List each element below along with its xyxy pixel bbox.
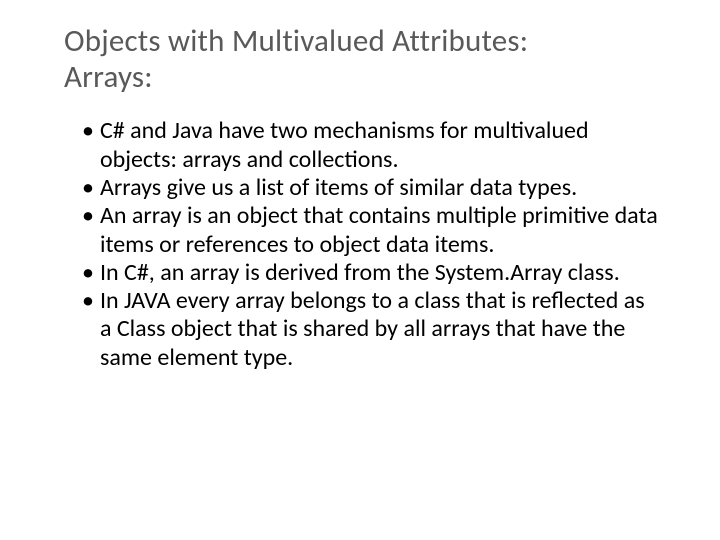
bullet-dot-icon: • — [82, 202, 94, 230]
bullet-dot-icon: • — [82, 259, 94, 287]
bullet-item: •C# and Java have two mechanisms for mul… — [82, 117, 658, 174]
bullet-text: In C#, an array is derived from the Syst… — [100, 259, 658, 287]
bullet-item: •Arrays give us a list of items of simil… — [82, 174, 658, 202]
bullet-item: •An array is an object that contains mul… — [82, 202, 658, 259]
bullet-item: •In C#, an array is derived from the Sys… — [82, 259, 658, 287]
bullet-text: In JAVA every array belongs to a class t… — [100, 287, 658, 372]
title-line-1: Objects with Multivalued Attributes: — [64, 22, 528, 60]
bullet-item: •In JAVA every array belongs to a class … — [82, 287, 658, 372]
bullet-dot-icon: • — [82, 117, 94, 145]
bullet-list: •C# and Java have two mechanisms for mul… — [82, 117, 658, 372]
bullet-dot-icon: • — [82, 287, 94, 315]
title-line-2: Arrays: — [64, 58, 153, 96]
bullet-text: Arrays give us a list of items of simila… — [100, 174, 658, 202]
slide-title: Objects with Multivalued Attributes: Arr… — [64, 24, 666, 95]
bullet-text: C# and Java have two mechanisms for mult… — [100, 117, 658, 174]
bullet-text: An array is an object that contains mult… — [100, 202, 658, 259]
slide: Objects with Multivalued Attributes: Arr… — [0, 0, 720, 540]
bullet-dot-icon: • — [82, 174, 94, 202]
